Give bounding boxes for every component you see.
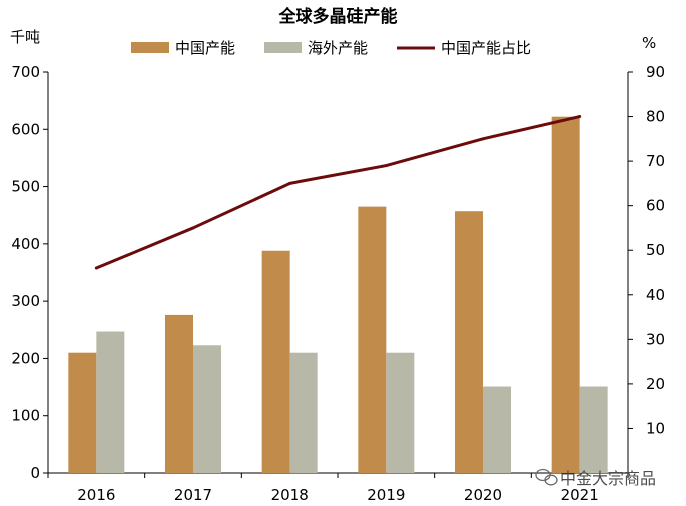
line-point-china-share	[481, 137, 485, 141]
bar-china-capacity	[261, 250, 290, 473]
right-tick-label: 10	[646, 419, 665, 437]
line-point-china-share	[384, 164, 388, 168]
line-china-share	[95, 115, 581, 270]
x-tick-label: 2020	[464, 486, 502, 504]
legend-swatch-overseas-capacity	[264, 42, 302, 53]
left-axis-unit: 千吨	[10, 28, 40, 46]
bar-china-capacity	[551, 116, 580, 473]
right-tick-label: 20	[646, 375, 665, 393]
left-tick-label: 500	[11, 178, 40, 196]
bar-overseas-capacity	[96, 331, 125, 473]
left-tick-label: 200	[11, 349, 40, 367]
watermark-text: 中金大宗商品	[560, 469, 656, 488]
legend-label-overseas-capacity: 海外产能	[308, 39, 368, 57]
right-tick-label: 90	[646, 63, 665, 81]
line-point-china-share	[94, 266, 98, 270]
bar-overseas-capacity	[289, 352, 318, 473]
bar-overseas-capacity	[483, 386, 511, 473]
x-tick-label: 2018	[271, 486, 309, 504]
bar-overseas-capacity	[579, 386, 608, 473]
bar-overseas-capacity	[386, 352, 415, 473]
x-tick-label: 2016	[77, 486, 115, 504]
legend-label-china-share: 中国产能占比	[441, 39, 531, 57]
line-point-china-share	[578, 115, 582, 119]
watermark: 中金大宗商品	[535, 468, 656, 488]
left-tick-label: 600	[11, 120, 40, 138]
bar-china-capacity	[358, 206, 387, 473]
right-tick-label: 60	[646, 197, 665, 215]
chart-title: 全球多晶硅产能	[278, 6, 398, 27]
left-tick-label: 100	[11, 407, 40, 425]
line-point-china-share	[288, 181, 292, 185]
x-tick-label: 2021	[561, 486, 599, 504]
right-tick-label: 40	[646, 286, 665, 304]
x-tick-label: 2017	[174, 486, 212, 504]
right-tick-label: 50	[646, 241, 665, 259]
bar-overseas-capacity	[193, 345, 221, 473]
left-tick-label: 0	[30, 464, 40, 482]
right-tick-label: 70	[646, 152, 665, 170]
right-tick-label: 80	[646, 108, 665, 126]
legend-label-china-capacity: 中国产能	[175, 39, 235, 57]
legend: 中国产能 海外产能 中国产能占比	[131, 39, 531, 57]
bar-china-capacity	[68, 352, 97, 473]
right-tick-label: 30	[646, 330, 665, 348]
right-axis-unit: %	[642, 34, 656, 52]
wechat-icon	[535, 468, 558, 486]
left-tick-label: 400	[11, 235, 40, 253]
line-point-china-share	[191, 226, 195, 230]
legend-swatch-china-capacity	[131, 42, 169, 53]
left-tick-label: 700	[11, 63, 40, 81]
left-tick-label: 300	[11, 292, 40, 310]
bar-china-capacity	[165, 314, 193, 473]
bar-china-capacity	[455, 211, 483, 473]
plot-area: 0 100 200 300 400 500 600 700 10 20 30 40 50 60 70 80 90…	[11, 63, 665, 504]
x-tick-label: 2019	[367, 486, 405, 504]
